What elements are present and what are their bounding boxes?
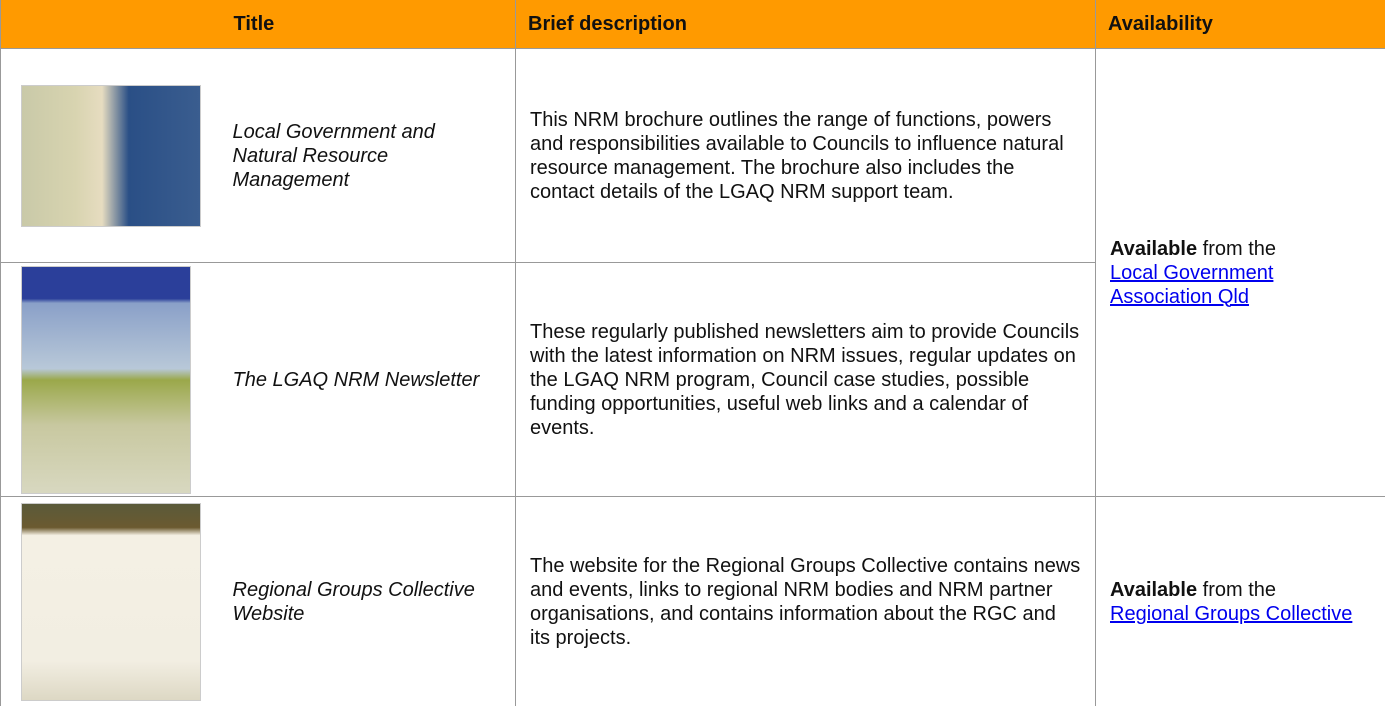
header-cell: Brief description: [515, 0, 1096, 49]
header-cell: Availability: [1095, 0, 1385, 49]
row: The LGAQ NRM Newsletter These regularly …: [0, 262, 1385, 497]
row: Regional Groups Collective Website The w…: [0, 496, 1385, 706]
thumbnail: [21, 265, 191, 494]
description-cell: These regularly published newsletters ai…: [515, 262, 1096, 497]
header-cell: [0, 0, 216, 49]
thumbnail: [21, 84, 201, 227]
thumbnail: [21, 502, 201, 701]
header-row: Title Brief description Availability: [0, 0, 1385, 49]
availability-link[interactable]: Regional Groups Collective: [1110, 602, 1353, 625]
availability-text: from the: [1202, 237, 1277, 260]
available-label: Available: [1110, 578, 1198, 601]
availability-cell: Available from the Local Government Asso…: [1095, 48, 1385, 497]
availability-cell: Available from the Regional Groups Colle…: [1095, 496, 1385, 706]
availability-text: from the: [1202, 578, 1277, 601]
title-cell: Local Government and Natural Resource Ma…: [215, 48, 516, 263]
title-cell: The LGAQ NRM Newsletter: [215, 262, 516, 497]
description-cell: This NRM brochure outlines the range of …: [515, 48, 1096, 263]
thumbnail-cell: [0, 496, 216, 706]
thumbnail-cell: [0, 48, 216, 263]
description-cell: The website for the Regional Groups Coll…: [515, 496, 1096, 706]
header-cell: Title: [215, 0, 516, 49]
availability-link[interactable]: Local Government Association Qld: [1110, 261, 1274, 308]
title-cell: Regional Groups Collective Website: [215, 496, 516, 706]
row: Local Government and Natural Resource Ma…: [0, 48, 1385, 497]
available-label: Available: [1110, 237, 1198, 260]
thumbnail-cell: [0, 262, 216, 497]
